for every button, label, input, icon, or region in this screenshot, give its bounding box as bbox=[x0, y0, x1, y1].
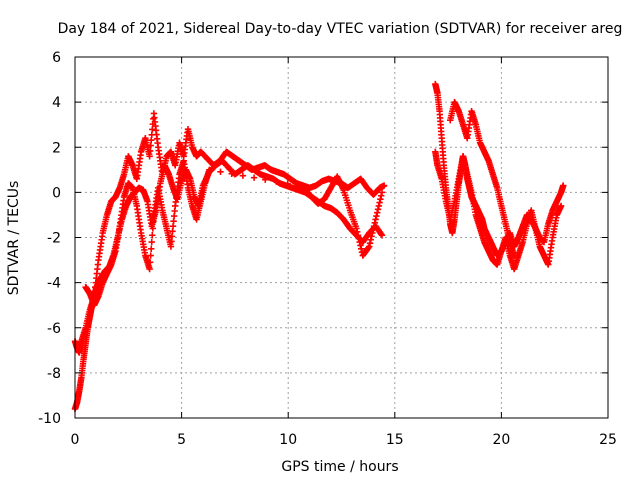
data-point-marker bbox=[147, 142, 154, 149]
x-tick-label: 25 bbox=[599, 432, 617, 448]
data-point-marker bbox=[250, 174, 258, 181]
data-point-marker bbox=[380, 182, 388, 189]
data-point-marker bbox=[148, 136, 155, 144]
y-tick-label: -4 bbox=[47, 276, 61, 292]
data-point-marker bbox=[148, 238, 155, 246]
x-tick-label: 5 bbox=[177, 432, 186, 448]
data-point-marker bbox=[378, 232, 386, 239]
data-point-marker bbox=[557, 202, 565, 210]
data-point-marker bbox=[146, 265, 153, 273]
x-tick-label: 10 bbox=[279, 432, 297, 448]
axis-ticks bbox=[74, 56, 609, 419]
data-point-marker bbox=[273, 178, 280, 185]
data-point-marker bbox=[217, 168, 224, 175]
data-point-marker bbox=[149, 225, 157, 232]
grid-lines bbox=[75, 57, 608, 418]
y-tick-label: 2 bbox=[52, 140, 61, 156]
y-tick-label: -6 bbox=[47, 321, 61, 337]
chart-title: Day 184 of 2021, Sidereal Day-to-day VTE… bbox=[58, 21, 623, 37]
x-tick-labels: 0 5 10 15 20 25 bbox=[71, 432, 617, 448]
y-tick-label: 4 bbox=[52, 95, 61, 111]
x-tick-label: 15 bbox=[386, 432, 404, 448]
y-tick-label: -8 bbox=[47, 366, 61, 382]
data-point-marker bbox=[146, 259, 154, 266]
data-point-marker bbox=[262, 176, 269, 183]
data-point-marker bbox=[239, 172, 247, 179]
data-points bbox=[71, 80, 567, 413]
data-point-marker bbox=[228, 170, 235, 177]
data-point-marker bbox=[510, 252, 518, 259]
x-tick-label: 0 bbox=[71, 432, 80, 448]
y-tick-label: -2 bbox=[47, 231, 61, 247]
data-point-marker bbox=[149, 126, 156, 133]
y-tick-label: 6 bbox=[52, 50, 61, 66]
data-point-marker bbox=[150, 218, 157, 225]
x-tick-label: 20 bbox=[492, 432, 510, 448]
data-point-marker bbox=[284, 180, 291, 187]
data-point-marker bbox=[148, 245, 155, 252]
y-tick-labels: -10 -8 -6 -4 -2 0 2 4 6 bbox=[38, 50, 61, 427]
y-tick-label: -10 bbox=[38, 411, 61, 427]
data-point-marker bbox=[378, 189, 386, 196]
data-point-marker bbox=[560, 182, 567, 189]
data-point-marker bbox=[149, 232, 156, 239]
y-axis-label: SDTVAR / TECUs bbox=[6, 181, 22, 296]
data-point-marker bbox=[206, 166, 213, 174]
y-tick-label: 0 bbox=[52, 185, 61, 201]
x-axis-label: GPS time / hours bbox=[281, 459, 398, 475]
data-point-marker bbox=[146, 153, 153, 160]
data-point-marker bbox=[147, 252, 154, 259]
data-point-marker bbox=[146, 147, 154, 155]
